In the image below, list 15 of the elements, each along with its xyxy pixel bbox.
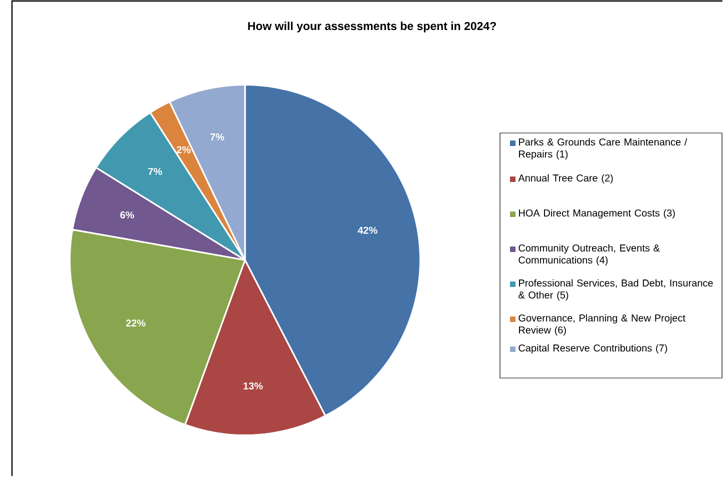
data-label: 13% [244,382,263,390]
legend-label: Governance, Planning & New Project Review (6) [518,314,686,336]
legend-label: Capital Reserve Contributions (7) [518,344,668,354]
data-label: 7% [148,168,162,175]
legend-label: Parks & Grounds Care Maintenance / Repairs (1) [519,138,688,160]
legend-label: Professional Services, Bad Debt, Insurance & Other (5) [518,279,713,301]
legend-label: Community Outreach, Events & Communications (4) [518,244,660,266]
data-label: 6% [120,211,134,218]
data-label: 7% [210,133,224,140]
chart-title: How will your assessments be spent in 2024? [248,22,496,32]
data-label: 2% [176,146,191,154]
data-label: 22% [126,320,146,327]
legend-label: HOA Direct Management Costs (3) [519,209,675,219]
data-label: 42% [358,226,378,234]
legend-label: Annual Tree Care (2) [518,174,613,184]
